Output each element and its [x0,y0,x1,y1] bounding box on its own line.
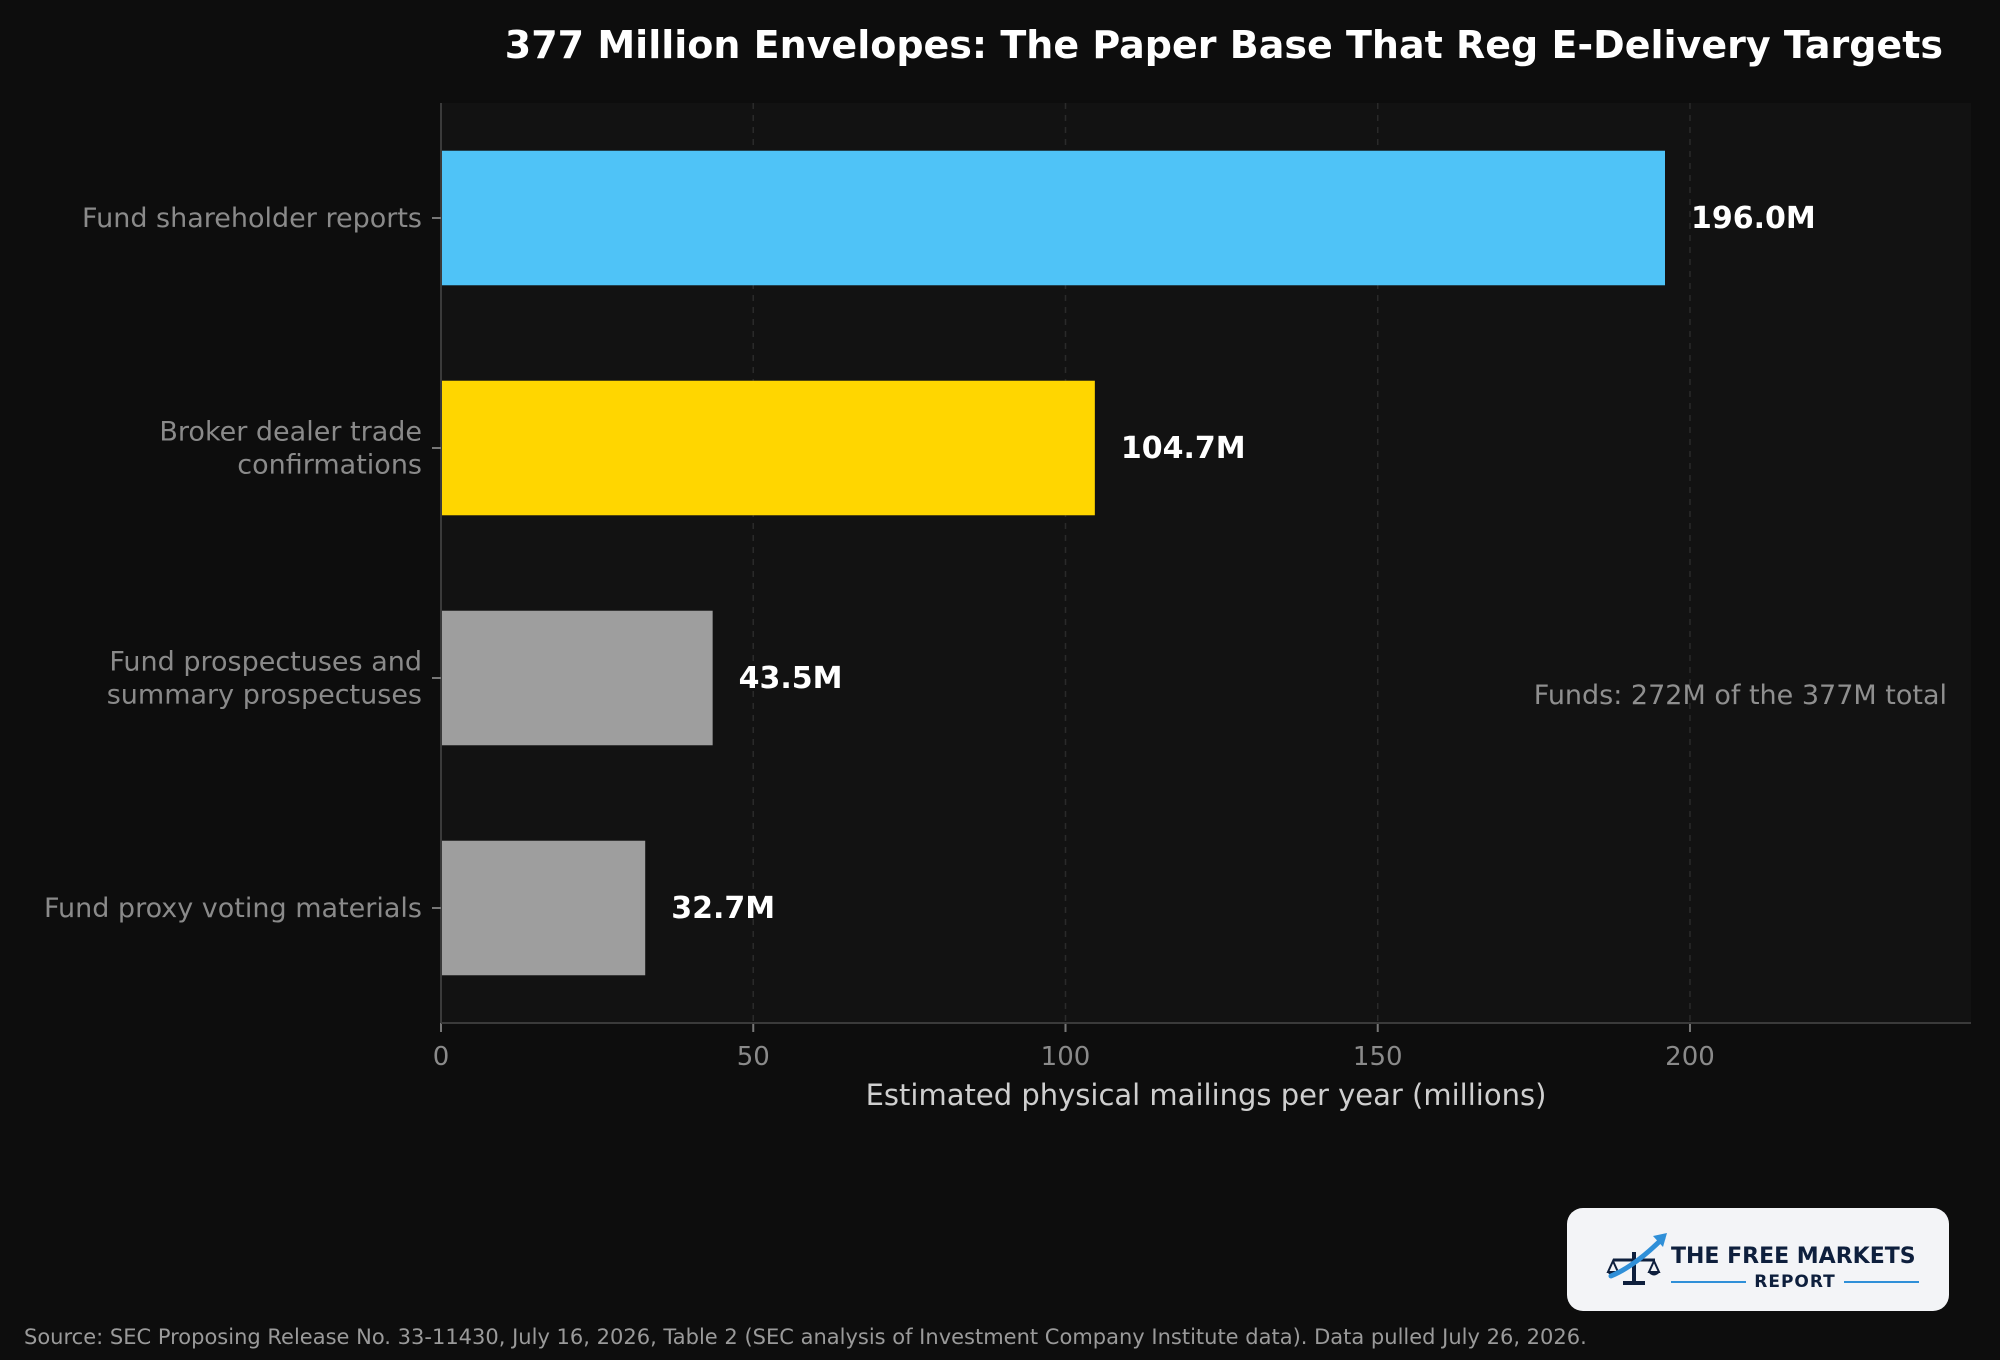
logo-rule-right [1843,1281,1920,1283]
category-label-line: Broker dealer trade [159,417,422,448]
x-tick-label: 200 [1665,1042,1715,1072]
bar [441,380,1095,516]
category-label: Fund prospectuses and summary prospectuse… [107,647,422,711]
x-tick-label: 100 [1041,1042,1091,1072]
category-label-line: confirmations [237,450,422,481]
chart-title: 377 Million Envelopes: The Paper Base Th… [505,23,1943,67]
logo-rule-left [1671,1281,1747,1283]
x-axis-label: Estimated physical mailings per year (mi… [866,1078,1547,1112]
bar [441,840,646,976]
funds-annotation: Funds: 272M of the 377M total [1534,680,1947,711]
category-label: Fund shareholder reports [82,203,422,234]
bar-value-label: 43.5M [739,661,843,696]
source-note: Source: SEC Proposing Release No. 33-114… [24,1325,1587,1349]
x-tick-label: 0 [433,1042,450,1072]
bars: 196.0M 104.7M 43.5M 32.7M [441,150,1816,976]
publisher-logo: THE FREE MARKETS REPORT [1567,1208,1949,1311]
bar-value-label: 104.7M [1121,431,1246,466]
grid-lines [752,103,1691,1023]
bar [441,610,713,746]
logo-subline: REPORT [1671,1272,1920,1292]
x-tick-label: 50 [737,1042,770,1072]
category-label-line: summary prospectuses [107,680,422,711]
scales-arrow-icon [1606,1233,1667,1285]
category-label-line: Fund shareholder reports [82,203,422,234]
axes: 0 50 100 150 200 Fund shareholder reports Brok… [44,103,1971,1072]
x-tick-label: 150 [1353,1042,1403,1072]
category-label: Fund proxy voting materials [44,893,422,924]
category-label-line: Fund prospectuses and [109,647,422,678]
logo-text: THE FREE MARKETS [1671,1244,1916,1269]
category-label-line: Fund proxy voting materials [44,893,422,924]
bar [441,150,1665,286]
logo-subtext: REPORT [1754,1272,1836,1292]
category-label: Broker dealer trade confirmations [159,417,422,481]
bar-value-label: 196.0M [1691,201,1816,236]
bar-value-label: 32.7M [671,891,775,926]
